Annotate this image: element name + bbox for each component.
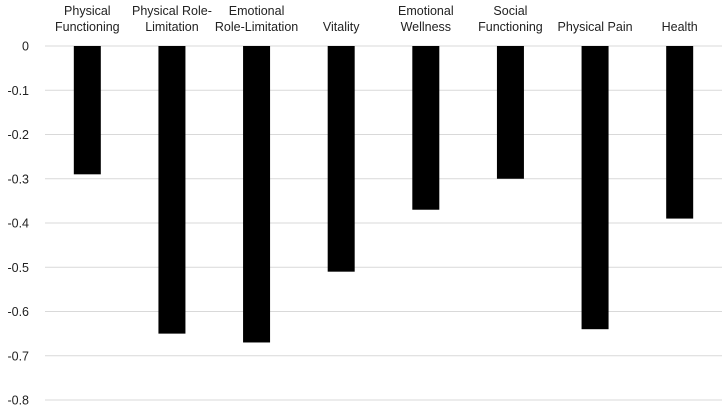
bar: [496, 46, 524, 179]
category-label: Health: [662, 20, 698, 34]
category-label: Wellness: [401, 20, 451, 34]
category-label: Functioning: [478, 20, 543, 34]
bar: [73, 46, 101, 175]
y-tick-label: -0.3: [7, 172, 29, 186]
y-axis-tick-labels: 0 -0.1 -0.2 -0.3 -0.4 -0.5 -0.6 -0.7 -0.8: [7, 40, 29, 408]
category-label: Physical Pain: [558, 20, 633, 34]
bars: [73, 46, 694, 343]
bar: [581, 46, 609, 330]
category-labels: Physical Functioning Physical Role- Limitat…: [55, 4, 698, 34]
category-label: Physical: [64, 4, 111, 18]
category-label: Vitality: [323, 20, 360, 34]
category-label: Physical Role-: [132, 4, 212, 18]
category-label: Role-Limitation: [215, 20, 298, 34]
y-tick-label: 0: [22, 40, 29, 54]
y-tick-label: -0.5: [7, 261, 29, 275]
category-label: Emotional: [229, 4, 285, 18]
y-tick-label: -0.2: [7, 128, 29, 142]
y-tick-label: -0.4: [7, 217, 29, 231]
y-tick-label: -0.6: [7, 305, 29, 319]
gridlines: [45, 45, 722, 401]
bar: [243, 46, 271, 343]
y-tick-label: -0.7: [7, 349, 29, 363]
bar: [158, 46, 186, 334]
category-label: Emotional: [398, 4, 454, 18]
bar: [666, 46, 694, 219]
category-label: Social: [493, 4, 527, 18]
y-tick-label: -0.1: [7, 84, 29, 98]
category-label: Functioning: [55, 20, 120, 34]
bar: [327, 46, 355, 272]
bar: [412, 46, 440, 210]
y-tick-label: -0.8: [7, 394, 29, 408]
category-label: Limitation: [145, 20, 199, 34]
